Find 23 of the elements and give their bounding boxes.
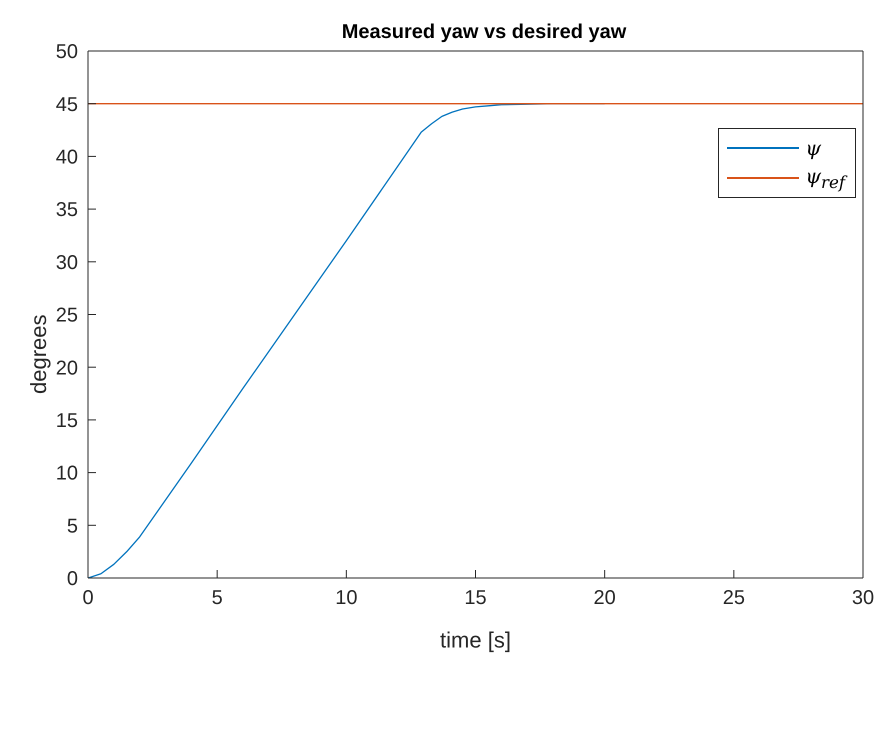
x-axis-title: time [s]	[440, 628, 511, 653]
y-tick-label: 40	[56, 146, 78, 168]
x-tick-label: 0	[82, 587, 94, 610]
y-axis-title: degrees	[26, 314, 51, 394]
x-tick-label: 5	[212, 587, 223, 610]
y-tick-label: 30	[56, 252, 78, 274]
x-tick-label: 30	[852, 587, 874, 610]
legend-label: ψ$_{ref}$	[805, 164, 845, 192]
y-tick-label: 50	[56, 41, 78, 64]
x-tick-label: 20	[594, 587, 616, 610]
y-tick-label: 45	[56, 94, 78, 116]
legend-label: ψ	[805, 136, 822, 160]
y-tick-label: 10	[56, 462, 78, 485]
x-tick-label: 25	[722, 587, 745, 610]
x-tick-label: 15	[464, 587, 487, 610]
chart-title: Measured yaw vs desired yaw	[342, 21, 627, 43]
y-tick-label: 25	[56, 304, 78, 327]
y-tick-label: 20	[56, 357, 78, 380]
y-tick-label: 35	[56, 199, 78, 222]
y-tick-label: 15	[56, 410, 78, 432]
y-tick-label: 0	[66, 568, 78, 590]
y-tick-label: 5	[66, 515, 78, 538]
x-tick-label: 10	[335, 587, 358, 610]
